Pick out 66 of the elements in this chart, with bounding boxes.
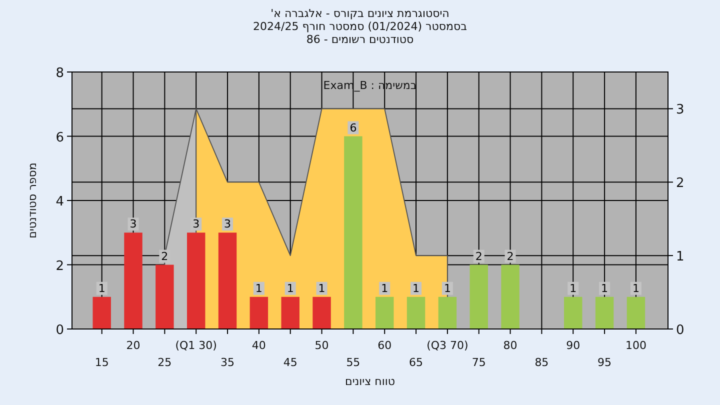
data-label: 2 [475, 250, 482, 263]
data-label: 1 [570, 282, 577, 295]
bar [250, 296, 268, 329]
x-tick-label: (Q3 70) [426, 339, 468, 352]
x-tick-label: (Q1 30) [175, 339, 217, 352]
data-label: 2 [161, 250, 168, 263]
y2-tick-label: 1 [676, 250, 684, 265]
bar [281, 296, 300, 329]
data-label: 1 [381, 282, 388, 295]
y2-tick-label: 3 [676, 102, 684, 118]
chart-title: היסטוגרמת ציונים בקורס - אלגברה א' [270, 7, 450, 20]
y-tick-label: 6 [56, 130, 64, 146]
bar [218, 232, 237, 329]
data-label: 2 [506, 250, 514, 263]
x-tick-label: 100 [625, 339, 646, 352]
x-axis-title: טווח ציונים [345, 375, 395, 388]
x-tick-label: 80 [503, 339, 518, 352]
data-label: 3 [130, 218, 137, 231]
x-tick-label: 75 [472, 356, 486, 369]
data-label: 1 [318, 282, 326, 295]
data-label: 3 [224, 218, 232, 231]
x-tick-label: 55 [346, 356, 360, 369]
bar [438, 296, 457, 329]
data-label: 3 [192, 218, 200, 231]
x-tick-label: 95 [598, 356, 612, 369]
x-tick-label: 25 [158, 356, 172, 369]
data-label: 1 [286, 282, 294, 295]
y-tick-label: 2 [56, 258, 64, 274]
y-tick-label: 0 [56, 323, 64, 338]
bar [595, 296, 614, 329]
data-label: 1 [412, 282, 420, 295]
data-label: 1 [98, 282, 106, 295]
x-tick-label: 50 [314, 339, 329, 352]
x-tick-label: 85 [534, 356, 549, 369]
data-label: 1 [632, 282, 640, 295]
x-tick-label: 60 [378, 339, 392, 352]
x-tick-label: 65 [409, 356, 424, 369]
bar [626, 296, 646, 329]
x-tick-label: 40 [252, 339, 266, 352]
y-tick-label: 8 [56, 66, 64, 81]
bar [406, 296, 426, 329]
bar [344, 136, 362, 329]
y2-tick-label: 0 [676, 323, 684, 338]
y-axis-title: מספר סטודנטים [26, 162, 39, 238]
x-tick-label: 35 [220, 356, 235, 369]
data-label: 6 [350, 121, 357, 134]
bar [501, 264, 520, 329]
data-label: 1 [255, 282, 262, 295]
x-tick-label: 15 [94, 356, 109, 369]
text: סטודנטים רשומים - 86 [306, 33, 414, 46]
bar [376, 296, 394, 329]
bar [470, 264, 488, 329]
y2-tick-label: 2 [676, 176, 684, 192]
y-tick-label: 4 [56, 194, 64, 210]
data-label: 1 [601, 282, 608, 295]
x-tick-label: 20 [126, 339, 140, 352]
bar [124, 232, 142, 329]
x-tick-label: 90 [566, 339, 580, 352]
bar [312, 296, 331, 329]
x-tick-label: 45 [283, 356, 298, 369]
bar [186, 232, 206, 329]
bar [564, 296, 582, 329]
bar [92, 296, 111, 329]
chart-subtitle: בסמסטר (01/2024) סמסטר חורף 2024/25 [253, 20, 467, 33]
data-label: 1 [444, 282, 451, 295]
bar [156, 264, 174, 329]
